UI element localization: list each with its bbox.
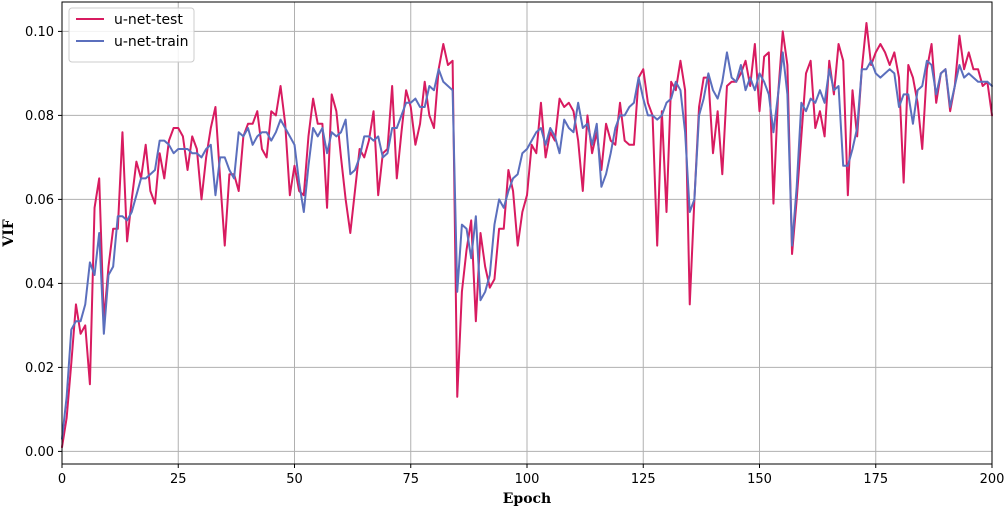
x-tick-label: 125 bbox=[631, 472, 656, 487]
axis-ticks: 0 25 50 75 100 125 150 175 200 0.00 0.02 0.04 0.06 0.… bbox=[25, 25, 1004, 487]
x-tick-label: 200 bbox=[980, 472, 1005, 487]
y-axis-label: VIF bbox=[1, 219, 17, 247]
x-tick-label: 25 bbox=[170, 472, 187, 487]
x-axis-label: Epoch bbox=[503, 491, 552, 507]
legend-label: u-net-train bbox=[114, 34, 189, 50]
legend-label: u-net-test bbox=[114, 12, 183, 28]
y-tick-label: 0.02 bbox=[25, 361, 54, 376]
x-tick-label: 150 bbox=[747, 472, 772, 487]
x-tick-label: 175 bbox=[863, 472, 888, 487]
y-tick-label: 0.08 bbox=[25, 109, 54, 124]
series-line-u-net-test bbox=[61, 22, 993, 449]
y-tick-label: 0.10 bbox=[25, 25, 54, 40]
x-tick-label: 75 bbox=[402, 472, 419, 487]
legend: u-net-test u-net-train bbox=[68, 7, 195, 63]
y-tick-label: 0.06 bbox=[25, 193, 54, 208]
x-tick-label: 0 bbox=[58, 472, 66, 487]
x-tick-label: 50 bbox=[286, 472, 303, 487]
grid bbox=[61, 2, 993, 464]
legend-box bbox=[68, 7, 195, 63]
y-tick-label: 0.00 bbox=[25, 445, 54, 460]
series-line-u-net-train bbox=[61, 51, 993, 440]
y-tick-label: 0.04 bbox=[25, 277, 54, 292]
x-tick-label: 100 bbox=[515, 472, 540, 487]
series-lines bbox=[61, 22, 993, 449]
